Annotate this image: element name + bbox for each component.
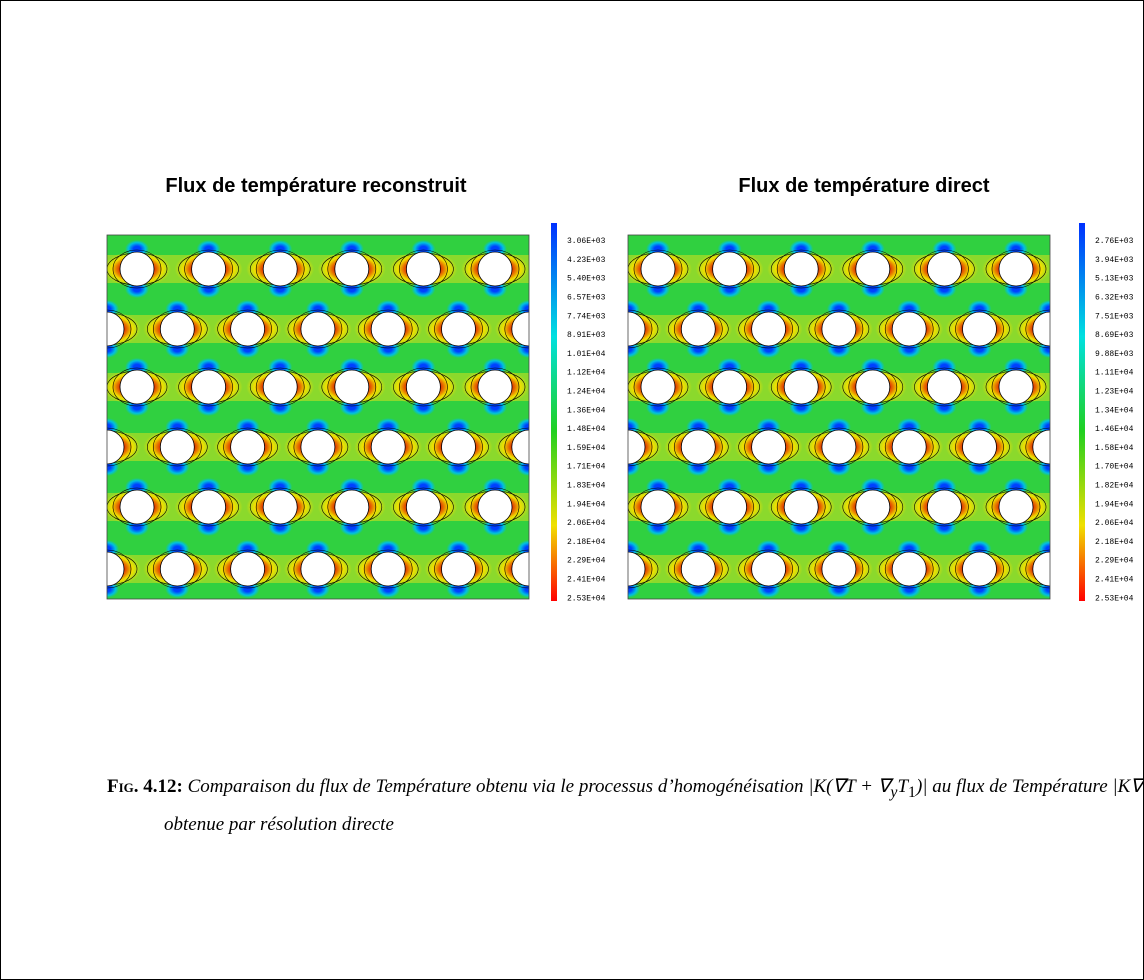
caption-label: Fig. 4.12: — [107, 776, 183, 797]
plot-frame — [627, 234, 1051, 600]
caption-text: T — [897, 776, 909, 797]
colorbar-label: 1.83E+04 — [567, 482, 606, 491]
colorbar-label: 1.36E+04 — [567, 406, 606, 415]
colorbar-label: 2.53E+04 — [1095, 594, 1134, 603]
caption-text: y — [890, 783, 898, 801]
colorbar-label: 1.70E+04 — [1095, 463, 1134, 472]
contours — [628, 240, 1050, 598]
colorbar-label: 2.18E+04 — [1095, 538, 1134, 547]
panel-title: Flux de température reconstruit — [165, 175, 467, 197]
caption-text: | obtenue par résolution directe — [164, 813, 394, 835]
figure: 3.06E+03 4.23E+03 5.40E+03 6.57E+03 7.74E+03… — [106, 223, 1134, 603]
colorbar-label: 4.23E+03 — [567, 256, 606, 265]
colorbar-label: 1.24E+04 — [567, 388, 606, 397]
colorbar-label: 9.88E+03 — [1095, 350, 1134, 359]
colorbar-label: 5.13E+03 — [1095, 275, 1134, 284]
colorbar-label: 1.01E+04 — [567, 350, 606, 359]
colorbar — [551, 223, 557, 601]
colorbar-label: 8.91E+03 — [567, 331, 606, 340]
colorbar-label: 1.94E+04 — [1095, 500, 1134, 509]
caption-text: T — [845, 776, 856, 797]
colorbar-label: 1.94E+04 — [567, 500, 606, 509]
colorbar-label: 2.29E+04 — [1095, 557, 1134, 566]
plot-background — [107, 235, 529, 599]
colorbar-label: 1.11E+04 — [1095, 369, 1134, 378]
colorbar-label: 2.76E+03 — [1095, 237, 1134, 246]
plot-frame — [106, 234, 530, 600]
colorbar-label: 6.57E+03 — [567, 294, 606, 303]
colorbar-label: 1.12E+04 — [567, 369, 606, 378]
colorbar-label: 6.32E+03 — [1095, 294, 1134, 303]
colorbar-label: 1.82E+04 — [1095, 482, 1134, 491]
colorbar-label: 2.41E+04 — [1095, 576, 1134, 585]
colorbar-label: 8.69E+03 — [1095, 331, 1134, 340]
colorbar-label: 3.06E+03 — [567, 237, 606, 246]
caption-text: Comparaison du flux de Température obten… — [187, 776, 846, 797]
colorbar-label: 5.40E+03 — [567, 275, 606, 284]
colorbar — [1079, 223, 1085, 601]
colorbar-label: 2.06E+04 — [567, 519, 606, 528]
colorbar-label: 3.94E+03 — [1095, 256, 1134, 265]
colorbar-label: 1.23E+04 — [1095, 388, 1134, 397]
colorbar-label: 2.18E+04 — [567, 538, 606, 547]
colorbar-label: 2.53E+04 — [567, 594, 606, 603]
caption-text: )| au flux de Température |K∇ — [915, 776, 1143, 797]
colorbar-label: 2.06E+04 — [1095, 519, 1134, 528]
colorbar-label: 7.74E+03 — [567, 312, 606, 321]
colorbar-label: 1.59E+04 — [567, 444, 606, 453]
caption: Fig. 4.12: Comparaison du flux de Tempér… — [107, 771, 1143, 841]
colorbar-label: 1.71E+04 — [567, 463, 606, 472]
colorbar-label: 1.58E+04 — [1095, 444, 1134, 453]
colorbar-label: 2.41E+04 — [567, 576, 606, 585]
plot-background — [628, 235, 1050, 599]
caption-text: 1 — [908, 783, 916, 801]
panel-title: Flux de température direct — [738, 175, 990, 197]
colorbar-label: 1.48E+04 — [567, 425, 606, 434]
caption-text: + ∇ — [855, 776, 891, 797]
colorbar-label: 1.34E+04 — [1095, 406, 1134, 415]
colorbar-label: 1.46E+04 — [1095, 425, 1134, 434]
colorbar-label: 2.29E+04 — [567, 557, 606, 566]
contours — [107, 240, 529, 598]
colorbar-label: 7.51E+03 — [1095, 312, 1134, 321]
